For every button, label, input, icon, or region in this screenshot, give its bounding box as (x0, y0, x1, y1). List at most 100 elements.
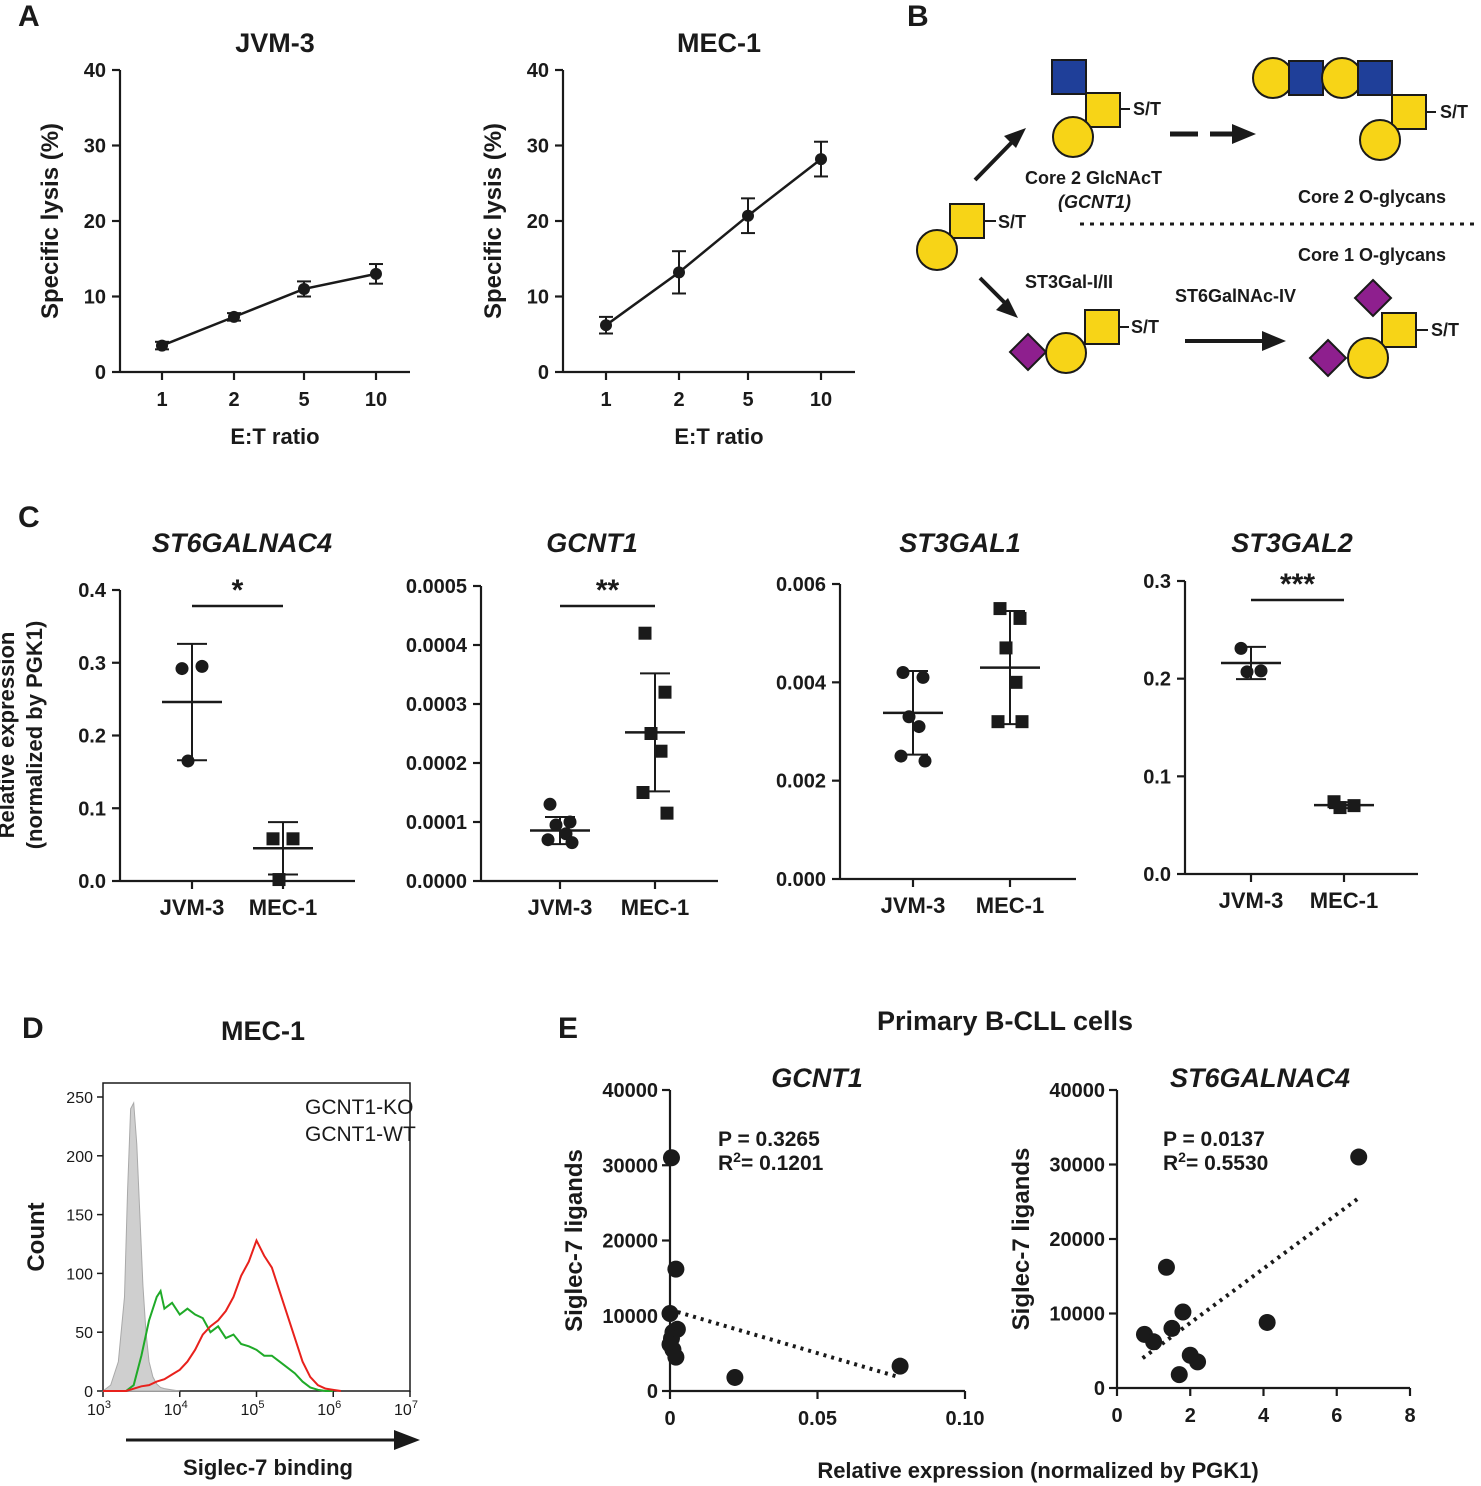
st6galnac4-corr-x-tick-label: 0 (1111, 1405, 1122, 1427)
st6galnac4-x-tick-label: JVM-3 (160, 895, 225, 920)
straight-arrow-head (1262, 331, 1286, 351)
st3gal1-data-point (918, 754, 932, 768)
gcnt1-corr-data-point (667, 1260, 685, 1278)
jvm3-lysis-y-tick-label: 10 (84, 287, 106, 309)
gcnt1-corr-p-value: P = 0.3265 (718, 1128, 820, 1151)
panel-label-a: A (18, 0, 40, 33)
chart-lysis-mec1: MEC-1 0 10 20 30 40 1 2 5 10 E:T ratio Specific lys… (480, 28, 855, 449)
gcnt1-corr-r2-value: R2= 0.1201 (718, 1149, 824, 1175)
gcnt1-corr-data-point (661, 1304, 679, 1322)
gcnt1-y-tick-label: 0.0001 (406, 812, 467, 834)
st6galnac4-corr-p-value: P = 0.0137 (1163, 1128, 1265, 1151)
st3gal1-y-tick-label: 0.004 (776, 672, 827, 694)
st6galnac4-y-tick-label: 0.0 (78, 871, 106, 893)
mec1-lysis-data-point (742, 209, 754, 222)
st6galnac4-corr-y-tick-label: 0 (1094, 1378, 1105, 1400)
galnac-square (1084, 309, 1120, 345)
st-label: S/T (1131, 317, 1159, 337)
histogram-y-tick-label: 200 (66, 1149, 93, 1166)
gcnt1-corr-title: GCNT1 (771, 1063, 863, 1093)
st6galnac4-corr-data-point (1163, 1319, 1181, 1337)
gcnt1-y-tick-label: 0.0005 (406, 576, 467, 598)
gcnt1-corr-x-tick-label: 0 (664, 1408, 675, 1430)
sialic-acid-diamond (1308, 338, 1348, 378)
galnac-square (1085, 92, 1121, 128)
st6galnac4-data-point (272, 873, 286, 887)
st6galnac4-y-tick-label: 0.1 (78, 798, 106, 820)
st6galnac4-corr-data-point (1258, 1313, 1276, 1331)
mec1-lysis-x-label: E:T ratio (674, 424, 763, 449)
sialic-acid-diamond (1008, 332, 1048, 372)
mec1-lysis-title: MEC-1 (677, 28, 761, 58)
gcnt1-corr-x-tick-label: 0.05 (798, 1408, 837, 1430)
histogram-y-tick-label: 100 (66, 1266, 93, 1283)
glycan-scheme: S/T S/T S/T S/T S/T (916, 57, 1475, 379)
mec1-lysis-x-tick-label: 5 (742, 389, 753, 411)
gcnt1-data-point (638, 626, 652, 640)
st3gal2-data-point (1254, 664, 1268, 678)
histogram-x-tick-label: 106 (317, 1399, 341, 1419)
st6galnac4-data-point (175, 662, 189, 676)
mec1-lysis-y-tick-label: 40 (527, 60, 549, 82)
jvm3-lysis-title: JVM-3 (235, 28, 315, 58)
st3gal1-y-tick-label: 0.002 (776, 771, 826, 793)
histogram-y-tick-label: 250 (66, 1090, 93, 1107)
jvm3-lysis-data-point (156, 339, 168, 352)
gcnt1-data-point (543, 797, 557, 811)
st6galnac4-data-point (266, 832, 280, 846)
st3gal1-title: ST3GAL1 (899, 528, 1021, 558)
chart-st6galnac4: ST6GALNAC4 0.0 0.1 0.2 0.3 0.4 JVM-3 MEC-1 * Rela… (0, 528, 355, 920)
st-label: S/T (1431, 320, 1459, 340)
panel-label-e: E (558, 1012, 578, 1045)
gal-circle (1045, 332, 1087, 374)
gcnt1-corr-data-point (662, 1149, 680, 1167)
st6galnac4-corr-data-point (1157, 1258, 1175, 1276)
gcnt1-corr-y-tick-label: 10000 (602, 1306, 658, 1328)
histogram-title: MEC-1 (221, 1016, 305, 1046)
gcnt1-y-tick-label: 0.0002 (406, 753, 467, 775)
mec1-lysis-data-point (600, 319, 612, 332)
st3gal1-data-point (912, 720, 926, 734)
st6galnac4-corr-x-tick-label: 6 (1331, 1405, 1342, 1427)
st6galnac4-x-tick-label: MEC-1 (249, 895, 317, 920)
histogram-x-arrowhead (394, 1430, 420, 1450)
gcnt1-data-point (658, 685, 672, 699)
st3gal2-y-tick-label: 0.3 (1143, 571, 1171, 593)
gcnt1-corr-x-tick-label: 0.10 (946, 1408, 985, 1430)
gal-circle (1347, 337, 1389, 379)
mec1-lysis-x-tick-label: 10 (810, 389, 832, 411)
gal-circle (916, 229, 958, 271)
st6galnac4-y-tick-label: 0.2 (78, 726, 106, 748)
st6galnac4-corr-x-tick-label: 8 (1404, 1405, 1415, 1427)
jvm3-lysis-x-tick-label: 1 (156, 389, 167, 411)
mec1-lysis-y-label: Specific lysis (%) (480, 123, 507, 319)
gcnt1-data-point (636, 786, 650, 799)
jvm3-lysis-series-line (161, 272, 377, 347)
chart-correlation-st6galnac4: ST6GALNAC4 0 10000 20000 30000 40000 0 2 4 6 8 Sigl… (1008, 1063, 1416, 1427)
gcnt1-data-point (565, 836, 579, 850)
gcnt1-corr-y-tick-label: 0 (647, 1381, 658, 1403)
st6galnac4-corr-x-tick-label: 2 (1185, 1405, 1196, 1427)
sialic-acid-diamond (1353, 278, 1393, 318)
gcnt1-corr-y-tick-label: 30000 (602, 1155, 658, 1177)
st6galnac4-corr-y-tick-label: 30000 (1049, 1155, 1105, 1177)
galnac-square (949, 203, 985, 239)
mec1-lysis-series-line (605, 158, 822, 327)
jvm3-lysis-x-tick-label: 5 (298, 389, 309, 411)
arrow-up-head (1004, 128, 1026, 148)
st3gal1-data-point (1015, 715, 1029, 729)
core1-label: Core 1 O-glycans (1298, 245, 1446, 265)
mec1-lysis-data-point (673, 266, 685, 279)
gcnt1-corr-y-label: Siglec-7 ligands (561, 1149, 588, 1332)
jvm3-lysis-y-tick-label: 20 (84, 211, 106, 233)
arrow-down-head (996, 298, 1018, 318)
st3gal1-data-point (916, 670, 930, 684)
jvm3-lysis-y-tick-label: 0 (95, 362, 106, 384)
panel-label-d: D (22, 1012, 44, 1045)
st3gal2-title: ST3GAL2 (1231, 528, 1353, 558)
chart-flow-histogram: MEC-1 0 50 100 150 200 250 103 104 105 106 107 Count… (23, 1016, 420, 1480)
histogram-y-tick-label: 150 (66, 1208, 93, 1225)
st3gal-label: ST3Gal-I/II (1025, 272, 1113, 292)
gcnt1-corr-data-point (891, 1357, 909, 1375)
core2-enzyme-label: Core 2 GlcNAcT (1025, 168, 1162, 188)
